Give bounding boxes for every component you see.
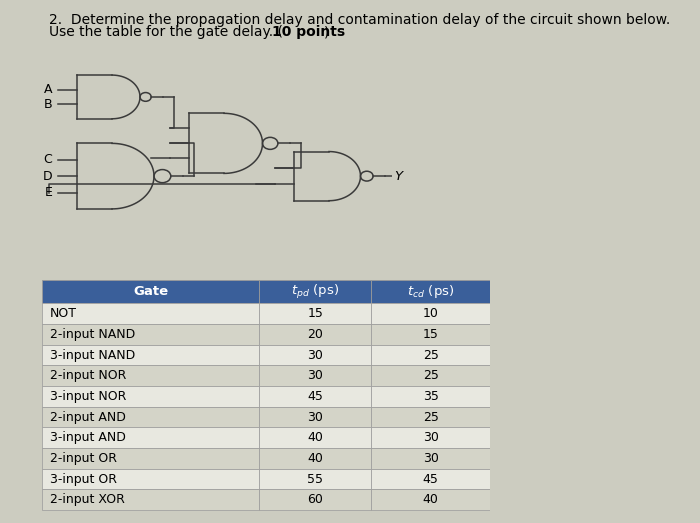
Text: D: D [43,169,52,183]
FancyBboxPatch shape [259,427,371,448]
Text: $t_{pd}\ \mathrm{(ps)}$: $t_{pd}\ \mathrm{(ps)}$ [291,282,340,301]
Text: Y: Y [394,169,402,183]
FancyBboxPatch shape [42,303,259,324]
FancyBboxPatch shape [259,490,371,510]
Text: 2-input XOR: 2-input XOR [50,493,125,506]
FancyBboxPatch shape [259,280,371,303]
Text: 25: 25 [423,369,439,382]
Text: 30: 30 [423,431,439,444]
FancyBboxPatch shape [371,366,490,386]
Text: 45: 45 [423,473,439,486]
FancyBboxPatch shape [42,280,259,303]
Text: 25: 25 [423,348,439,361]
Text: 20: 20 [307,328,323,341]
Text: 10: 10 [423,307,439,320]
FancyBboxPatch shape [42,448,259,469]
Text: 2-input NOR: 2-input NOR [50,369,127,382]
Text: 2-input AND: 2-input AND [50,411,126,424]
FancyBboxPatch shape [42,407,259,427]
Text: ): ) [324,25,330,39]
FancyBboxPatch shape [42,345,259,366]
FancyBboxPatch shape [371,280,490,303]
Text: 25: 25 [423,411,439,424]
Text: 2-input OR: 2-input OR [50,452,117,465]
FancyBboxPatch shape [42,366,259,386]
FancyBboxPatch shape [371,303,490,324]
Text: 3-input AND: 3-input AND [50,431,126,444]
Text: 40: 40 [307,431,323,444]
FancyBboxPatch shape [259,303,371,324]
FancyBboxPatch shape [42,490,259,510]
Text: $t_{cd}\ \mathrm{(ps)}$: $t_{cd}\ \mathrm{(ps)}$ [407,283,454,300]
Text: Gate: Gate [133,285,168,298]
FancyBboxPatch shape [371,345,490,366]
Text: 10 points: 10 points [272,25,344,39]
Text: 30: 30 [307,411,323,424]
FancyBboxPatch shape [371,490,490,510]
FancyBboxPatch shape [371,448,490,469]
FancyBboxPatch shape [259,366,371,386]
Text: 35: 35 [423,390,439,403]
Text: 30: 30 [307,348,323,361]
FancyBboxPatch shape [259,469,371,490]
Text: 30: 30 [423,452,439,465]
FancyBboxPatch shape [259,386,371,407]
Text: C: C [43,153,52,166]
FancyBboxPatch shape [42,469,259,490]
FancyBboxPatch shape [371,386,490,407]
Text: 3-input NOR: 3-input NOR [50,390,127,403]
Text: 15: 15 [423,328,439,341]
FancyBboxPatch shape [42,427,259,448]
Text: 2-input NAND: 2-input NAND [50,328,135,341]
Text: 60: 60 [307,493,323,506]
FancyBboxPatch shape [42,324,259,345]
Text: 45: 45 [307,390,323,403]
Text: NOT: NOT [50,307,77,320]
FancyBboxPatch shape [42,386,259,407]
FancyBboxPatch shape [259,324,371,345]
Text: 15: 15 [307,307,323,320]
Text: 3-input OR: 3-input OR [50,473,117,486]
FancyBboxPatch shape [371,427,490,448]
Text: 30: 30 [307,369,323,382]
FancyBboxPatch shape [259,407,371,427]
Text: B: B [44,98,52,111]
Text: E: E [45,186,52,199]
Text: A: A [44,83,52,96]
FancyBboxPatch shape [371,469,490,490]
Text: 55: 55 [307,473,323,486]
FancyBboxPatch shape [259,345,371,366]
Text: 40: 40 [423,493,439,506]
FancyBboxPatch shape [371,324,490,345]
Text: Use the table for the gate delay. (: Use the table for the gate delay. ( [49,25,283,39]
Text: 2.  Determine the propagation delay and contamination delay of the circuit shown: 2. Determine the propagation delay and c… [49,13,671,27]
Text: 40: 40 [307,452,323,465]
FancyBboxPatch shape [259,448,371,469]
Text: 3-input NAND: 3-input NAND [50,348,135,361]
FancyBboxPatch shape [371,407,490,427]
